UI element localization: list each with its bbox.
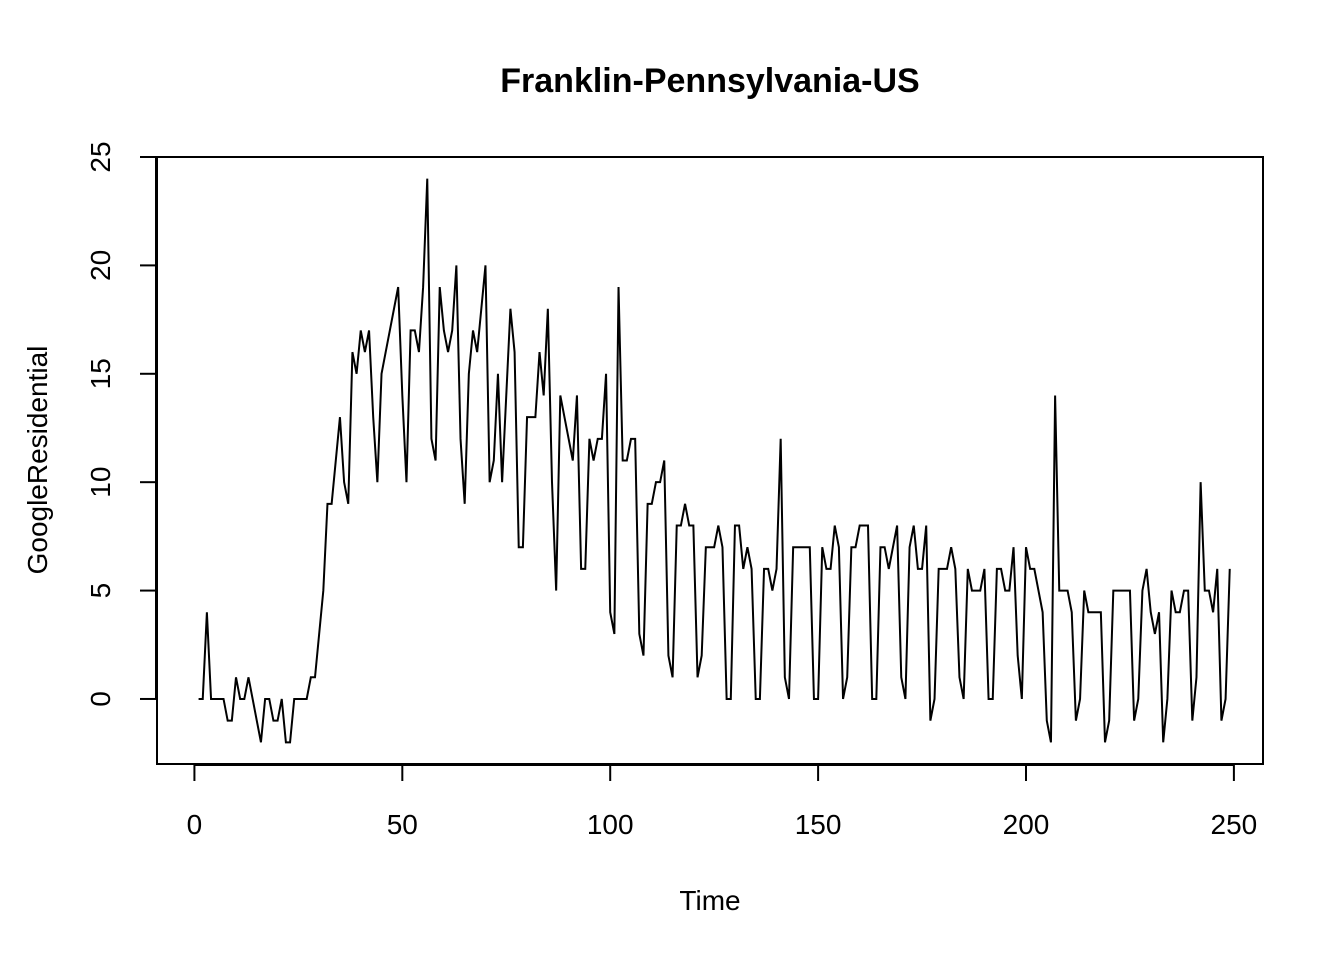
x-tick-label: 50 xyxy=(387,809,418,840)
x-tick-label: 100 xyxy=(587,809,634,840)
plot-frame xyxy=(156,156,1264,765)
series-line xyxy=(198,178,1231,744)
chart-title: Franklin-Pennsylvania-US xyxy=(500,62,919,100)
y-axis-label: GoogleResidential xyxy=(22,346,53,575)
x-tick-label: 250 xyxy=(1211,809,1258,840)
series-group xyxy=(198,178,1231,744)
y-tick-label: 5 xyxy=(85,583,116,599)
x-axis: 0 50 100 150 200 250 xyxy=(187,764,1258,840)
y-tick-label: 10 xyxy=(85,467,116,498)
y-tick-label: 0 xyxy=(85,691,116,707)
x-tick-label: 0 xyxy=(187,809,203,840)
y-tick-label: 25 xyxy=(85,141,116,172)
x-axis-label: Time xyxy=(679,885,740,916)
y-tick-label: 20 xyxy=(85,250,116,281)
y-axis: 0 5 10 15 20 25 xyxy=(85,141,157,707)
y-tick-label: 15 xyxy=(85,358,116,389)
x-tick-label: 150 xyxy=(795,809,842,840)
x-tick-label: 200 xyxy=(1003,809,1050,840)
